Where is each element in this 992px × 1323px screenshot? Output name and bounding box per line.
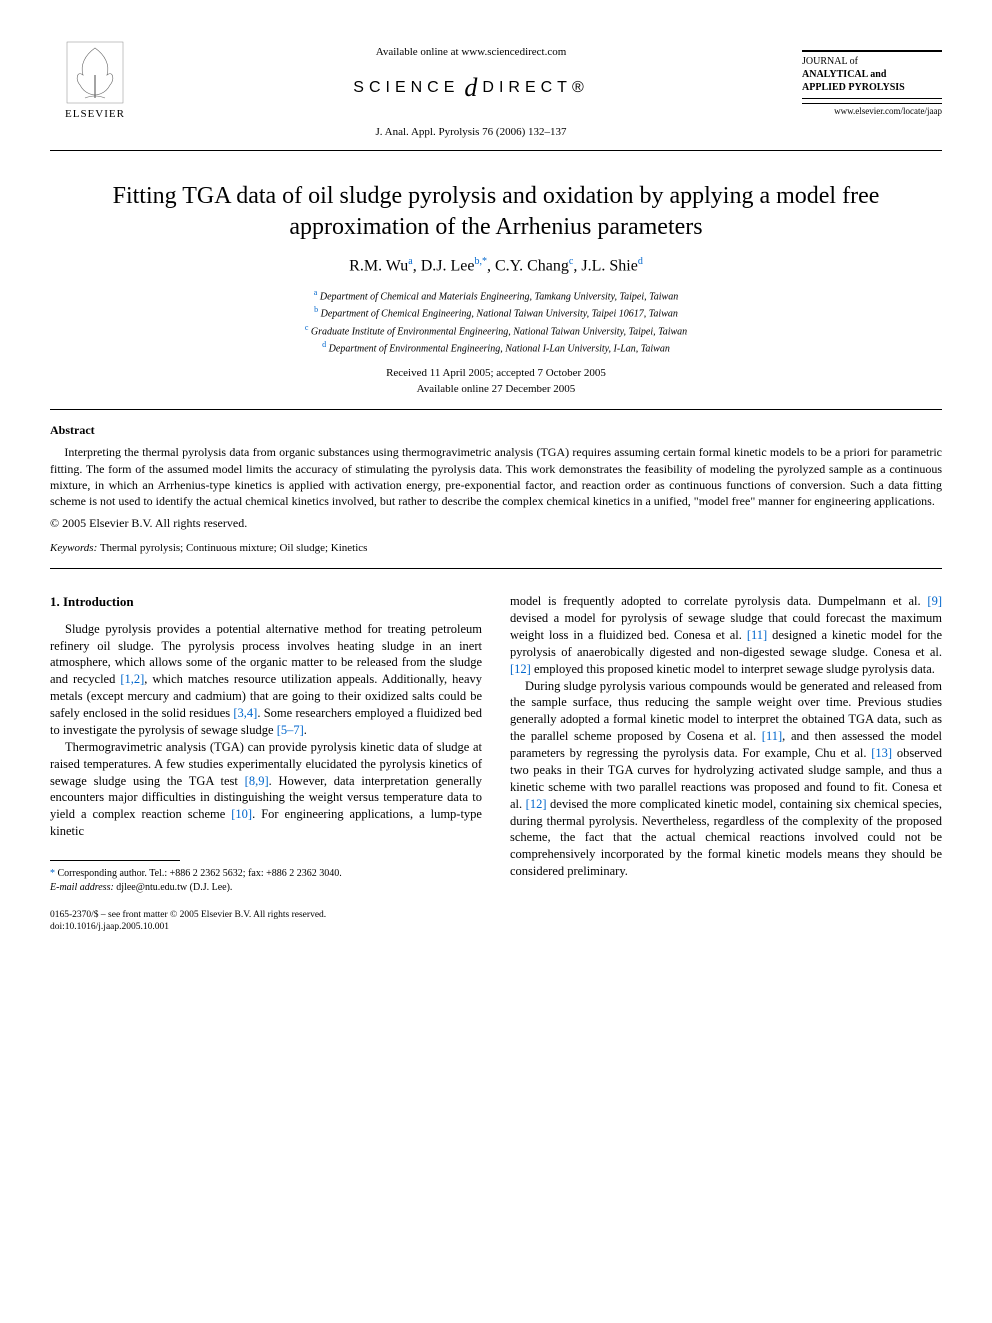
author-2-aff: b, xyxy=(474,256,482,267)
doi-line: doi:10.1016/j.jaap.2005.10.001 xyxy=(50,921,482,933)
journal-block: JOURNAL of ANALYTICAL and APPLIED PYROLY… xyxy=(802,40,942,118)
footnote-corr: Corresponding author. Tel.: +886 2 2362 … xyxy=(58,868,342,879)
page-container: ELSEVIER Available online at www.science… xyxy=(0,0,992,964)
corresponding-footnote: * Corresponding author. Tel.: +886 2 236… xyxy=(50,867,482,895)
author-3: C.Y. Chang xyxy=(495,257,569,274)
email-label: E-mail address: xyxy=(50,882,114,893)
abstract-label: Abstract xyxy=(50,422,942,438)
elsevier-tree-logo xyxy=(65,40,125,105)
issn-line: 0165-2370/$ – see front matter © 2005 El… xyxy=(50,909,482,921)
author-3-aff: c xyxy=(569,256,573,267)
aff-a: Department of Chemical and Materials Eng… xyxy=(320,291,678,302)
footnote-separator xyxy=(50,860,180,861)
ref-link[interactable]: [5–7] xyxy=(277,723,304,737)
ref-link[interactable]: [1,2] xyxy=(120,672,144,686)
journal-title: JOURNAL of ANALYTICAL and APPLIED PYROLY… xyxy=(802,55,942,99)
online-date: Available online 27 December 2005 xyxy=(50,382,942,397)
abstract-copyright: © 2005 Elsevier B.V. All rights reserved… xyxy=(50,515,942,531)
center-header: Available online at www.sciencedirect.co… xyxy=(140,40,802,140)
keywords-label: Keywords: xyxy=(50,542,97,554)
ref-link[interactable]: [10] xyxy=(231,807,252,821)
received-date: Received 11 April 2005; accepted 7 Octob… xyxy=(50,366,942,381)
author-list: R.M. Wua, D.J. Leeb,*, C.Y. Changc, J.L.… xyxy=(50,255,942,277)
aff-d: Department of Environmental Engineering,… xyxy=(329,343,670,354)
section-1-heading: 1. Introduction xyxy=(50,593,482,611)
ref-link[interactable]: [9] xyxy=(927,594,942,608)
body-columns: 1. Introduction Sludge pyrolysis provide… xyxy=(50,593,942,934)
para-4: During sludge pyrolysis various compound… xyxy=(510,678,942,881)
available-online-text: Available online at www.sciencedirect.co… xyxy=(140,45,802,60)
journal-line1: JOURNAL of xyxy=(802,56,858,67)
para-3: model is frequently adopted to correlate… xyxy=(510,593,942,677)
author-4: J.L. Shie xyxy=(581,257,637,274)
article-title: Fitting TGA data of oil sludge pyrolysis… xyxy=(50,181,942,243)
abstract-text: Interpreting the thermal pyrolysis data … xyxy=(50,444,942,509)
journal-line2: ANALYTICAL and xyxy=(802,69,886,80)
aff-b: Department of Chemical Engineering, Nati… xyxy=(321,309,678,320)
author-2: D.J. Lee xyxy=(421,257,475,274)
sd-prefix: SCIENCE xyxy=(353,79,459,96)
sciencedirect-logo: SCIENCE d DIRECT® xyxy=(140,70,802,105)
footer-info: 0165-2370/$ – see front matter © 2005 El… xyxy=(50,909,482,934)
author-1-aff: a xyxy=(408,256,412,267)
keywords-line: Keywords: Thermal pyrolysis; Continuous … xyxy=(50,541,942,556)
left-column: 1. Introduction Sludge pyrolysis provide… xyxy=(50,593,482,934)
keywords-text: Thermal pyrolysis; Continuous mixture; O… xyxy=(97,542,367,554)
header-row: ELSEVIER Available online at www.science… xyxy=(50,40,942,140)
sd-suffix: DIRECT® xyxy=(482,79,588,96)
footnote-star: * xyxy=(50,868,58,879)
ref-link[interactable]: [11] xyxy=(762,729,782,743)
sd-d-glyph: d xyxy=(464,73,477,102)
right-column: model is frequently adopted to correlate… xyxy=(510,593,942,934)
rule-above-abstract xyxy=(50,409,942,410)
header-rule xyxy=(50,150,942,151)
corresponding-star: * xyxy=(482,256,487,267)
para-2: Thermogravimetric analysis (TGA) can pro… xyxy=(50,739,482,840)
journal-line3: APPLIED PYROLYSIS xyxy=(802,82,905,93)
ref-link[interactable]: [13] xyxy=(871,746,892,760)
ref-link[interactable]: [12] xyxy=(526,797,547,811)
ref-link[interactable]: [8,9] xyxy=(245,774,269,788)
aff-c: Graduate Institute of Environmental Engi… xyxy=(311,326,687,337)
ref-link[interactable]: [11] xyxy=(747,628,767,642)
ref-link[interactable]: [12] xyxy=(510,662,531,676)
para-1: Sludge pyrolysis provides a potential al… xyxy=(50,621,482,739)
ref-link[interactable]: [3,4] xyxy=(233,706,257,720)
publisher-block: ELSEVIER xyxy=(50,40,140,122)
article-dates: Received 11 April 2005; accepted 7 Octob… xyxy=(50,366,942,397)
citation-line: J. Anal. Appl. Pyrolysis 76 (2006) 132–1… xyxy=(140,125,802,140)
rule-below-keywords xyxy=(50,568,942,569)
author-1: R.M. Wu xyxy=(349,257,408,274)
author-4-aff: d xyxy=(638,256,643,267)
affiliations: a Department of Chemical and Materials E… xyxy=(50,287,942,356)
journal-url: www.elsevier.com/locate/jaap xyxy=(802,103,942,118)
email-address: djlee@ntu.edu.tw (D.J. Lee). xyxy=(114,882,233,893)
publisher-name: ELSEVIER xyxy=(65,107,125,122)
